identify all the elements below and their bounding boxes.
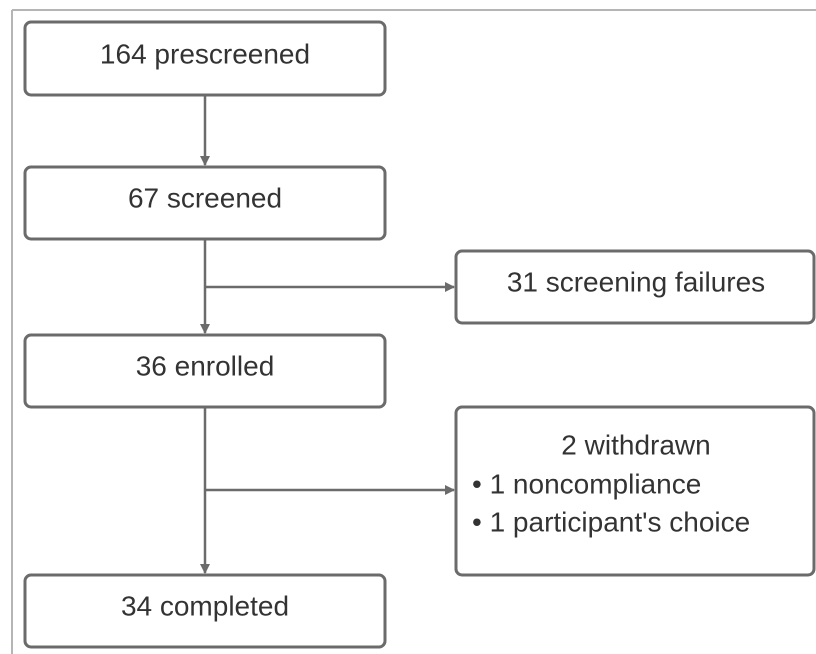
node-box	[23, 165, 387, 241]
node-label: 36 enrolled	[136, 350, 275, 381]
node-item: • 1 participant's choice	[472, 506, 750, 537]
node-label: 67 screened	[128, 182, 282, 213]
node-box	[454, 249, 816, 325]
node-item: • 1 noncompliance	[472, 468, 701, 499]
node-box	[23, 573, 387, 649]
node-label: 34 completed	[121, 590, 289, 621]
node-box	[454, 405, 816, 577]
node-box	[23, 333, 387, 409]
node-label: 2 withdrawn	[561, 429, 710, 460]
node-label: 31 screening failures	[507, 266, 765, 297]
node-box	[23, 20, 387, 97]
node-label: 164 prescreened	[100, 38, 310, 69]
